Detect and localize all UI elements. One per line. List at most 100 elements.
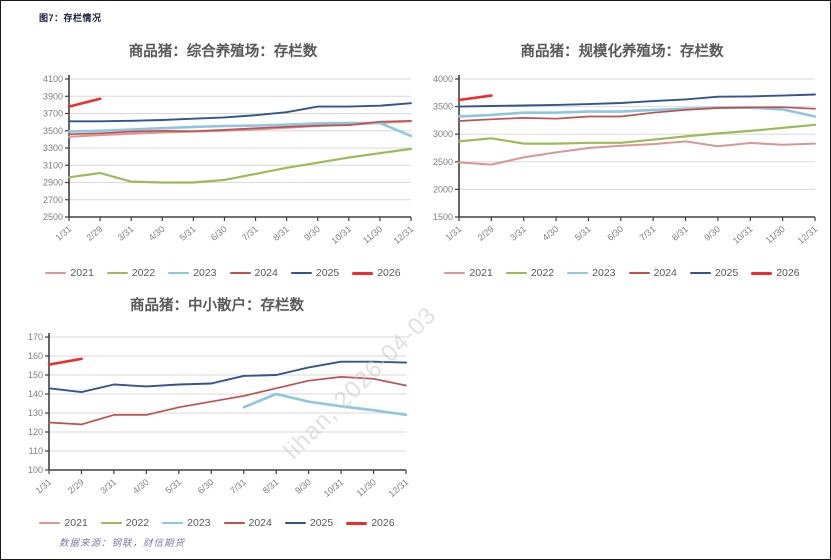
- y-axis-label: 3000: [433, 129, 453, 139]
- series-line-2023: [67, 121, 413, 138]
- x-axis-label: 9/30: [702, 224, 722, 243]
- legend-label-2024: 2024: [248, 517, 272, 529]
- x-axis-label: 11/30: [764, 224, 787, 246]
- x-axis-label: 2/29: [66, 477, 86, 496]
- x-axis-label: 11/30: [355, 477, 378, 499]
- legend-item-2021: 2021: [444, 267, 493, 279]
- legend-item-2026: 2026: [751, 267, 800, 279]
- x-axis-label: 5/31: [573, 224, 593, 243]
- x-axis-label: 7/31: [240, 224, 260, 243]
- x-axis-label: 4/30: [147, 224, 167, 243]
- legend-item-2022: 2022: [100, 517, 150, 529]
- y-axis-label: 1500: [433, 212, 453, 222]
- legend-item-2026: 2026: [346, 517, 395, 529]
- y-axis-label: 3700: [43, 109, 63, 119]
- legend-item-2025: 2025: [290, 267, 340, 279]
- x-axis-label: 1/31: [33, 477, 53, 496]
- legend-item-2022: 2022: [505, 267, 555, 279]
- legend-swatch-2026: [751, 271, 773, 275]
- chart-small-households: 商品猪：中小散户：存栏数 100 110 120 130 140 150 160 170 1/3…: [21, 291, 413, 529]
- legend-label-2023: 2023: [187, 517, 211, 529]
- y-axis-label: 130: [28, 408, 43, 418]
- y-axis-label: 120: [28, 427, 43, 437]
- x-axis-label: 3/31: [98, 477, 118, 496]
- legend-label-2022: 2022: [125, 517, 150, 529]
- y-axis-label: 110: [29, 446, 43, 456]
- x-axis-label: 8/31: [670, 224, 690, 243]
- legend-swatch-2023: [162, 521, 184, 525]
- y-axis-label: 2700: [43, 195, 63, 205]
- legend-label-2022: 2022: [131, 267, 156, 279]
- legend-item-2021: 2021: [39, 517, 88, 529]
- legend-swatch-2025: [290, 271, 312, 275]
- chart-legend: 2021 2022 2023 2024 2025 2026: [21, 517, 413, 529]
- y-axis-label: 3300: [43, 143, 63, 153]
- series-line-2022: [457, 123, 817, 145]
- series-line-2023: [242, 392, 408, 417]
- x-axis-label: 1/31: [443, 224, 463, 243]
- y-axis-label: 2500: [433, 157, 453, 167]
- legend-swatch-2024: [223, 521, 245, 525]
- legend-label-2023: 2023: [592, 267, 616, 279]
- series-line-2024: [458, 106, 816, 122]
- legend-item-2024: 2024: [229, 267, 278, 279]
- legend-label-2024: 2024: [254, 267, 278, 279]
- y-axis-label: 150: [28, 370, 43, 380]
- legend-label-2024: 2024: [653, 267, 677, 279]
- x-axis-label: 2/29: [476, 224, 496, 243]
- legend-item-2025: 2025: [284, 517, 334, 529]
- legend-swatch-2024: [628, 271, 650, 275]
- chart-title: 商品猪：中小散户：存栏数: [130, 298, 304, 314]
- x-axis-label: 11/30: [361, 224, 384, 246]
- chart-comprehensive-farms: 商品猪：综合养殖场：存栏数 2500 2700 2900 3100 3300 3500 37…: [27, 37, 419, 279]
- chart-plot: 1500 2000 2500 3000 3500 4000 1/31 2/29 3/31 4/30…: [433, 74, 820, 246]
- x-axis-label: 9/30: [302, 224, 322, 243]
- legend-swatch-2026: [346, 521, 368, 525]
- legend-label-2025: 2025: [309, 517, 334, 529]
- x-axis-label: 10/31: [329, 224, 353, 246]
- legend-item-2026: 2026: [352, 267, 401, 279]
- y-axis-label: 140: [28, 389, 43, 399]
- legend-label-2022: 2022: [530, 267, 555, 279]
- legend-label-2021: 2021: [469, 267, 493, 279]
- x-axis-label: 5/31: [163, 477, 183, 496]
- x-axis-label: 10/31: [322, 477, 346, 499]
- legend-label-2025: 2025: [714, 267, 739, 279]
- legend-swatch-2021: [39, 521, 61, 525]
- legend-item-2023: 2023: [567, 267, 616, 279]
- y-axis-label: 3900: [43, 91, 63, 101]
- legend-item-2024: 2024: [628, 267, 677, 279]
- y-axis-label: 3500: [433, 102, 453, 112]
- x-axis-label: 8/31: [271, 224, 291, 243]
- x-axis-label: 1/31: [53, 224, 73, 243]
- legend-swatch-2026: [352, 271, 374, 275]
- y-axis-label: 170: [28, 332, 43, 342]
- x-axis-label: 3/31: [116, 224, 136, 243]
- x-axis-label: 6/30: [209, 224, 229, 243]
- legend-item-2022: 2022: [106, 267, 156, 279]
- series-line-2026: [47, 357, 83, 366]
- legend-label-2026: 2026: [371, 517, 395, 529]
- x-axis-label: 7/31: [228, 477, 248, 496]
- y-axis-label: 4000: [433, 74, 453, 84]
- legend-swatch-2021: [444, 271, 466, 275]
- legend-swatch-2022: [100, 521, 122, 525]
- legend-label-2026: 2026: [377, 267, 401, 279]
- x-axis-label: 12/31: [796, 224, 820, 246]
- x-axis-label: 12/31: [387, 477, 411, 499]
- legend-label-2025: 2025: [315, 267, 340, 279]
- y-axis-label: 160: [28, 351, 43, 361]
- legend-item-2023: 2023: [162, 517, 211, 529]
- series-line-2025: [48, 360, 407, 394]
- legend-label-2026: 2026: [776, 267, 800, 279]
- legend-item-2025: 2025: [689, 267, 739, 279]
- series-line-2025: [68, 102, 412, 123]
- series-line-2024: [48, 376, 407, 426]
- series-line-2022: [67, 147, 413, 184]
- legend-swatch-2023: [567, 271, 589, 275]
- y-axis-label: 2500: [43, 212, 63, 222]
- x-axis-label: 7/31: [638, 224, 658, 243]
- legend-swatch-2021: [45, 271, 67, 275]
- legend-swatch-2025: [689, 271, 711, 275]
